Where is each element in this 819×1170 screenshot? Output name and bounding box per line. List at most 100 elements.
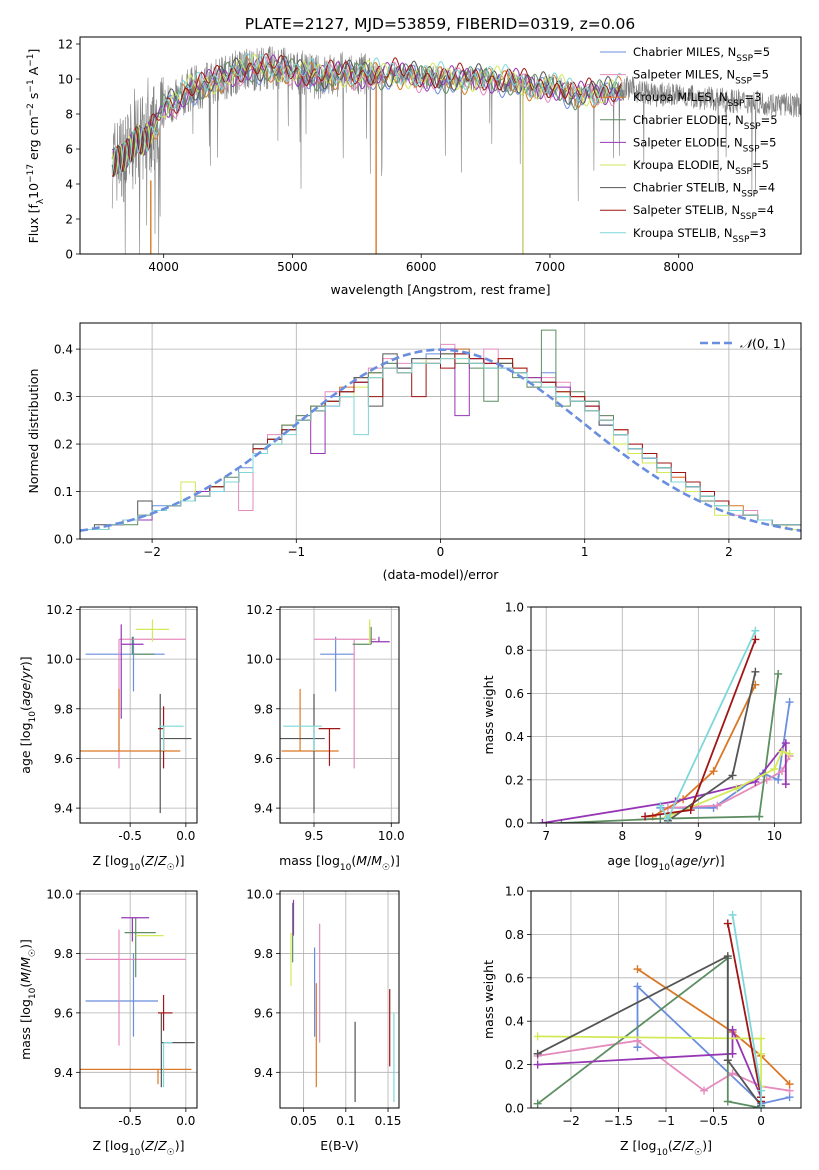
x-tick-label: 0 — [757, 1114, 765, 1128]
weight-point-marker — [641, 812, 650, 821]
axes-frame — [79, 322, 802, 540]
x-tick-label: −1.5 — [604, 1114, 633, 1128]
x-axis-label: Z [log10(Z/Z☉)] — [92, 853, 184, 873]
x-tick-label: 0 — [437, 545, 445, 559]
x-tick-label: 0.0 — [176, 1114, 195, 1128]
y-tick-label: 0.0 — [505, 817, 524, 831]
x-tick-label: 10 — [767, 829, 782, 843]
x-tick-label: −1 — [657, 1114, 675, 1128]
legend-entry: Salpeter ELODIE, NSSP=5 — [633, 135, 776, 154]
x-tick-label: 9 — [695, 829, 703, 843]
legend-entry: Salpeter STELIB, NSSP=4 — [633, 203, 774, 222]
y-tick-label: 0.0 — [505, 1102, 524, 1116]
x-tick-label: 10.0 — [378, 829, 405, 843]
x-tick-label: 0.05 — [290, 1114, 317, 1128]
weight-point-marker — [723, 919, 732, 928]
weight-point-marker — [751, 667, 760, 676]
y-tick-label: 9.6 — [54, 1006, 73, 1020]
x-tick-label: 7000 — [535, 260, 566, 274]
weight-point-marker — [723, 1056, 732, 1065]
legend-entry: Chabrier ELODIE, NSSP=5 — [633, 113, 778, 132]
panel-weight_vs_age: 7 8 9 10 0.0 0.2 0.4 0.6 0.8 1.0 age [log10(age/yr… — [481, 601, 802, 873]
weight-series-line — [637, 968, 791, 1085]
weight-point-marker — [770, 765, 779, 773]
weight-point-marker — [686, 806, 695, 815]
weight-series-line — [659, 630, 757, 821]
axes-frame — [279, 606, 400, 824]
y-tick-label: 9.6 — [254, 752, 273, 766]
x-tick-label: 0.0 — [176, 829, 195, 843]
y-tick-label: 0.2 — [505, 1058, 524, 1072]
weight-point-marker — [757, 1049, 766, 1058]
weight-series-line — [636, 984, 790, 1105]
y-axis-label: mass weight — [481, 675, 496, 754]
legend-entry: Kroupa MILES, NSSP=3 — [633, 90, 761, 109]
panel-weight_vs_Z: −2 −1.5 −1 −0.5 0 0.0 0.2 0.4 0.6 0.8 1.0 Z [log10(… — [481, 885, 802, 1158]
y-tick-label: 10.0 — [246, 653, 273, 667]
y-tick-label: 6 — [65, 143, 73, 157]
weight-point-marker — [538, 819, 547, 823]
plot-area — [533, 910, 794, 1108]
weight-point-marker — [533, 1060, 542, 1069]
y-tick-label: 9.4 — [254, 1066, 273, 1080]
weight-point-marker — [751, 626, 760, 635]
weight-series-line — [652, 684, 757, 818]
y-tick-label: 10.0 — [46, 887, 73, 901]
plot-area — [280, 619, 390, 814]
y-tick-label: 10.0 — [46, 653, 73, 667]
model-spectrum-line — [111, 53, 622, 178]
x-axis-label: E(B-V) — [320, 1138, 359, 1153]
weight-series-line — [561, 673, 780, 823]
y-tick-label: 8 — [65, 108, 73, 122]
y-axis-label: Flux [fλ10−17 erg cm−2 s−1 A−1] — [26, 49, 46, 244]
x-tick-label: −0.5 — [699, 1114, 728, 1128]
y-tick-label: 9.4 — [54, 802, 73, 816]
x-axis-label: mass [log10(M/M☉)] — [279, 853, 400, 873]
y-axis-label: mass [log10(M/M☉)] — [18, 939, 38, 1060]
spectrum-legend: Chabrier MILES, NSSP=5 Salpeter MILES, NS… — [600, 45, 778, 245]
x-axis-label: wavelength [Angstrom, rest frame] — [330, 282, 550, 297]
y-tick-label: 0.1 — [54, 485, 73, 499]
y-tick-label: 12 — [58, 38, 73, 52]
y-tick-label: 0.0 — [54, 533, 73, 547]
weight-point-marker — [732, 784, 741, 793]
model-spectrum-line — [111, 58, 622, 176]
weight-point-marker — [757, 1104, 766, 1108]
weight-series-line — [667, 755, 791, 809]
x-tick-label: -0.5 — [118, 1114, 141, 1128]
histogram-step-line — [80, 358, 801, 539]
weight-point-marker — [533, 1049, 542, 1058]
legend-entry: Kroupa ELODIE, NSSP=5 — [633, 158, 769, 177]
weight-point-marker — [713, 801, 722, 810]
weight-point-marker — [757, 1086, 766, 1095]
weight-series-line — [537, 1039, 790, 1092]
y-tick-label: 0.2 — [505, 773, 524, 787]
model-spectrum-line — [111, 55, 622, 178]
x-tick-label: 5000 — [277, 260, 308, 274]
axes-frame — [79, 606, 198, 824]
panel-mass_vs_ebv: 0.05 0.1 0.15 9.4 9.6 9.8 10.0 E(B-V) — [246, 887, 401, 1153]
y-tick-label: 4 — [65, 178, 73, 192]
x-tick-label: −1 — [287, 545, 305, 559]
weight-series-line — [537, 1035, 762, 1087]
x-tick-label: 8000 — [663, 260, 694, 274]
x-axis-label: Z [log10(Z/Z☉)] — [92, 1138, 184, 1158]
axes-frame — [530, 890, 802, 1109]
y-tick-label: 0.4 — [505, 730, 524, 744]
y-tick-label: 0.4 — [505, 1015, 524, 1029]
y-tick-label: 9.6 — [54, 752, 73, 766]
y-tick-label: 0.6 — [505, 687, 524, 701]
weight-point-marker — [755, 812, 764, 821]
plot-area — [111, 46, 801, 254]
weight-point-marker — [728, 910, 737, 919]
y-tick-label: 0.8 — [505, 928, 524, 942]
weight-point-marker — [785, 749, 794, 758]
x-tick-label: 7 — [542, 829, 550, 843]
figure-title: PLATE=2127, MJD=53859, FIBERID=0319, z=0… — [245, 15, 635, 33]
panel-spectrum: 4000 5000 6000 7000 8000 0 2 4 6 8 10 12 wavelength … — [26, 36, 802, 297]
x-tick-label: 4000 — [148, 260, 179, 274]
x-axis-label: Z [log10(Z/Z☉)] — [620, 1138, 712, 1158]
weight-point-marker — [533, 1032, 542, 1041]
y-tick-label: 10 — [58, 73, 73, 87]
y-tick-label: 2 — [65, 213, 73, 227]
